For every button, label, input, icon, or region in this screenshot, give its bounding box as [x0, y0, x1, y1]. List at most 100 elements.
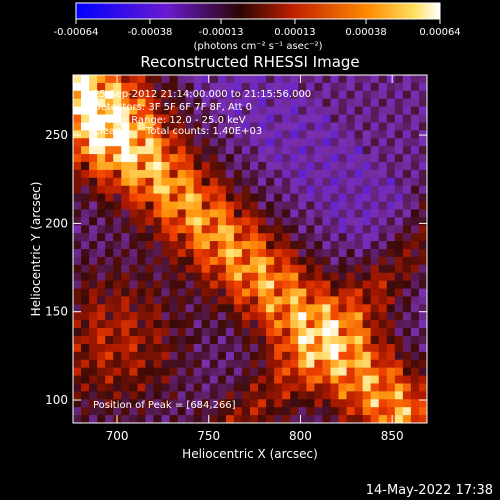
heatmap-cell [177, 217, 187, 226]
heatmap-cell [193, 75, 203, 84]
heatmap-cell [201, 249, 211, 258]
heatmap-cell [314, 217, 324, 226]
heatmap-cell [386, 407, 396, 416]
heatmap-cell [233, 351, 243, 361]
heatmap-cell [354, 75, 364, 84]
heatmap-cell [153, 146, 163, 155]
heatmap-cell [330, 415, 340, 423]
heatmap-cell [241, 209, 251, 218]
heatmap-cell [169, 138, 179, 147]
heatmap-cell [306, 233, 315, 242]
heatmap-cell [161, 383, 171, 392]
heatmap-cell [410, 375, 420, 385]
heatmap-cell [209, 241, 219, 250]
heatmap-cell [362, 209, 372, 218]
heatmap-cell [225, 169, 235, 179]
heatmap-cell [201, 280, 211, 290]
heatmap-cell [153, 138, 163, 147]
heatmap-cell [137, 209, 147, 218]
heatmap-cell [169, 82, 179, 92]
heatmap-cell [354, 185, 364, 195]
heatmap-cell [161, 312, 171, 321]
annotation-peak: Position of Peak = [684,266] [93, 400, 236, 411]
heatmap-cell [402, 415, 412, 423]
heatmap-cell [241, 241, 251, 250]
y-axis-label: Heliocentric Y (arcsec) [29, 182, 43, 317]
heatmap-cell [89, 169, 98, 179]
heatmap-cell [185, 367, 195, 377]
heatmap-cell [105, 146, 114, 155]
heatmap-cell [322, 193, 332, 203]
heatmap-cell [282, 130, 291, 139]
heatmap-cell [105, 138, 114, 147]
heatmap-cell [250, 264, 259, 274]
heatmap-cell [201, 391, 211, 400]
heatmap-cell [209, 201, 219, 211]
heatmap-cell [153, 296, 163, 305]
heatmap-cell [233, 288, 243, 298]
heatmap-cell [354, 138, 364, 147]
heatmap-cell [169, 106, 179, 116]
heatmap-cell [362, 320, 372, 329]
heatmap-cell [298, 343, 307, 353]
heatmap-cell [241, 217, 251, 226]
heatmap-cell [137, 162, 147, 171]
heatmap-cell [354, 169, 364, 179]
heatmap-cell [185, 328, 195, 337]
heatmap-cell [225, 391, 235, 400]
heatmap-cell [330, 343, 340, 353]
heatmap-cell [121, 98, 130, 108]
heatmap-cell [418, 256, 427, 266]
heatmap-cell [113, 90, 122, 100]
heatmap-cell [217, 312, 227, 321]
heatmap-cell [274, 98, 283, 108]
heatmap-cell [113, 122, 122, 131]
heatmap-cell [193, 336, 203, 345]
heatmap-cell [290, 75, 299, 84]
heatmap-cell [394, 90, 404, 100]
heatmap-cell [121, 288, 130, 298]
heatmap-cell [241, 375, 251, 385]
heatmap-cell [306, 177, 315, 187]
heatmap-cell [274, 367, 283, 377]
heatmap-cell [129, 375, 138, 385]
heatmap-cell [129, 367, 138, 377]
heatmap-cell [193, 193, 203, 203]
heatmap-cell [370, 288, 380, 298]
heatmap-cell [121, 351, 130, 361]
heatmap-cell [201, 233, 211, 242]
heatmap-cell [266, 193, 275, 203]
heatmap-cell [233, 241, 243, 250]
heatmap-cell [394, 415, 404, 423]
heatmap-cell [113, 272, 122, 282]
heatmap-cell [410, 233, 420, 242]
heatmap-cell [258, 336, 267, 345]
heatmap-cell [73, 217, 82, 226]
heatmap-cell [217, 217, 227, 226]
heatmap-cell [153, 383, 163, 392]
heatmap-cell [169, 185, 179, 195]
heatmap-cell [306, 162, 315, 171]
heatmap-cell [137, 130, 147, 139]
heatmap-cell [314, 304, 324, 313]
heatmap-cell [145, 241, 155, 250]
heatmap-cell [121, 280, 130, 290]
heatmap-cell [330, 391, 340, 400]
heatmap-cell [338, 193, 348, 203]
heatmap-cell [258, 75, 267, 84]
heatmap-cell [266, 177, 275, 187]
heatmap-cell [298, 288, 307, 298]
heatmap-cell [137, 336, 147, 345]
heatmap-cell [346, 122, 356, 131]
heatmap-cell [73, 209, 82, 218]
heatmap-cell [241, 264, 251, 274]
heatmap-cell [121, 106, 130, 116]
heatmap-cell [258, 367, 267, 377]
heatmap-cell [129, 193, 138, 203]
heatmap-cell [314, 399, 324, 408]
heatmap-cell [314, 288, 324, 298]
heatmap-cell [354, 225, 364, 234]
heatmap-cell [193, 209, 203, 218]
heatmap-cell [258, 399, 267, 408]
heatmap-cell [410, 209, 420, 218]
